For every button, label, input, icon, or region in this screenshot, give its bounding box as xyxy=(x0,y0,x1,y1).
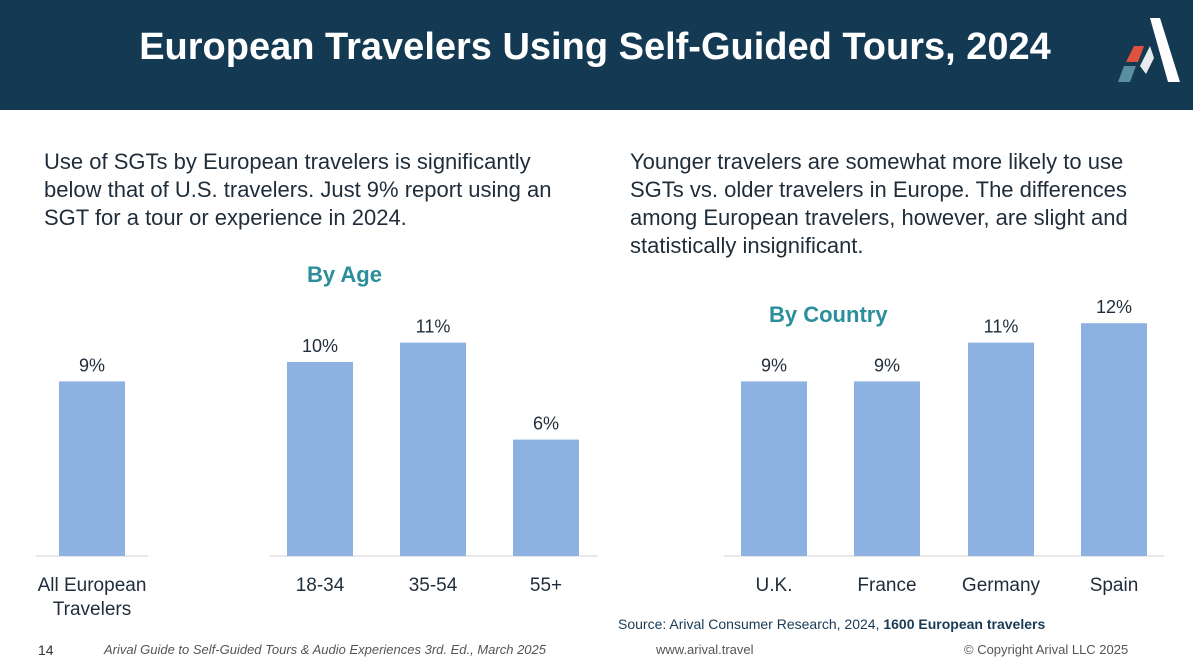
bar-value-label: 9% xyxy=(761,355,787,375)
bar-all-european-travelers xyxy=(59,381,125,556)
bar-value-label: 12% xyxy=(1096,297,1132,317)
category-label: Spain xyxy=(1089,575,1139,596)
page-title: European Travelers Using Self-Guided Tou… xyxy=(139,26,1051,68)
header-bar: European Travelers Using Self-Guided Tou… xyxy=(0,0,1193,110)
bar-value-label: 9% xyxy=(874,355,900,375)
source-prefix: Source: Arival Consumer Research, 2024, xyxy=(618,616,884,632)
source-sample: 1600 European travelers xyxy=(883,616,1046,632)
bar-35-54 xyxy=(400,342,466,556)
bar-u-k- xyxy=(741,381,807,556)
copyright-text: © Copyright Arival LLC 2025 xyxy=(964,642,1129,657)
bar-value-label: 6% xyxy=(533,414,559,434)
arival-logo-icon xyxy=(1118,18,1180,82)
bar-55- xyxy=(513,439,579,556)
right-summary-text: Younger travelers are somewhat more like… xyxy=(630,149,1128,258)
by-country-title: By Country xyxy=(769,302,888,327)
page-number: 14 xyxy=(38,642,54,658)
bar-value-label: 11% xyxy=(416,317,451,337)
bar-18-34 xyxy=(287,362,353,556)
bar-value-label: 11% xyxy=(984,317,1019,337)
left-summary-text: Use of SGTs by European travelers is sig… xyxy=(44,149,552,230)
bar-france xyxy=(854,381,920,556)
bar-value-label: 9% xyxy=(79,355,105,375)
bar-value-label: 10% xyxy=(302,336,338,356)
category-label: 55+ xyxy=(529,575,563,596)
bar-germany xyxy=(968,342,1034,556)
by-age-title: By Age xyxy=(307,262,382,287)
category-label: France xyxy=(857,575,917,596)
category-label: All European Travelers xyxy=(37,575,147,620)
category-label: 18-34 xyxy=(295,575,345,596)
category-label: Germany xyxy=(961,575,1041,596)
category-label: 35-54 xyxy=(408,575,458,596)
category-label: U.K. xyxy=(755,575,793,596)
website-link[interactable]: www.arival.travel xyxy=(656,642,754,657)
source-note: Source: Arival Consumer Research, 2024, … xyxy=(618,616,1045,632)
guide-title: Arival Guide to Self-Guided Tours & Audi… xyxy=(104,642,546,657)
bar-spain xyxy=(1081,323,1147,556)
